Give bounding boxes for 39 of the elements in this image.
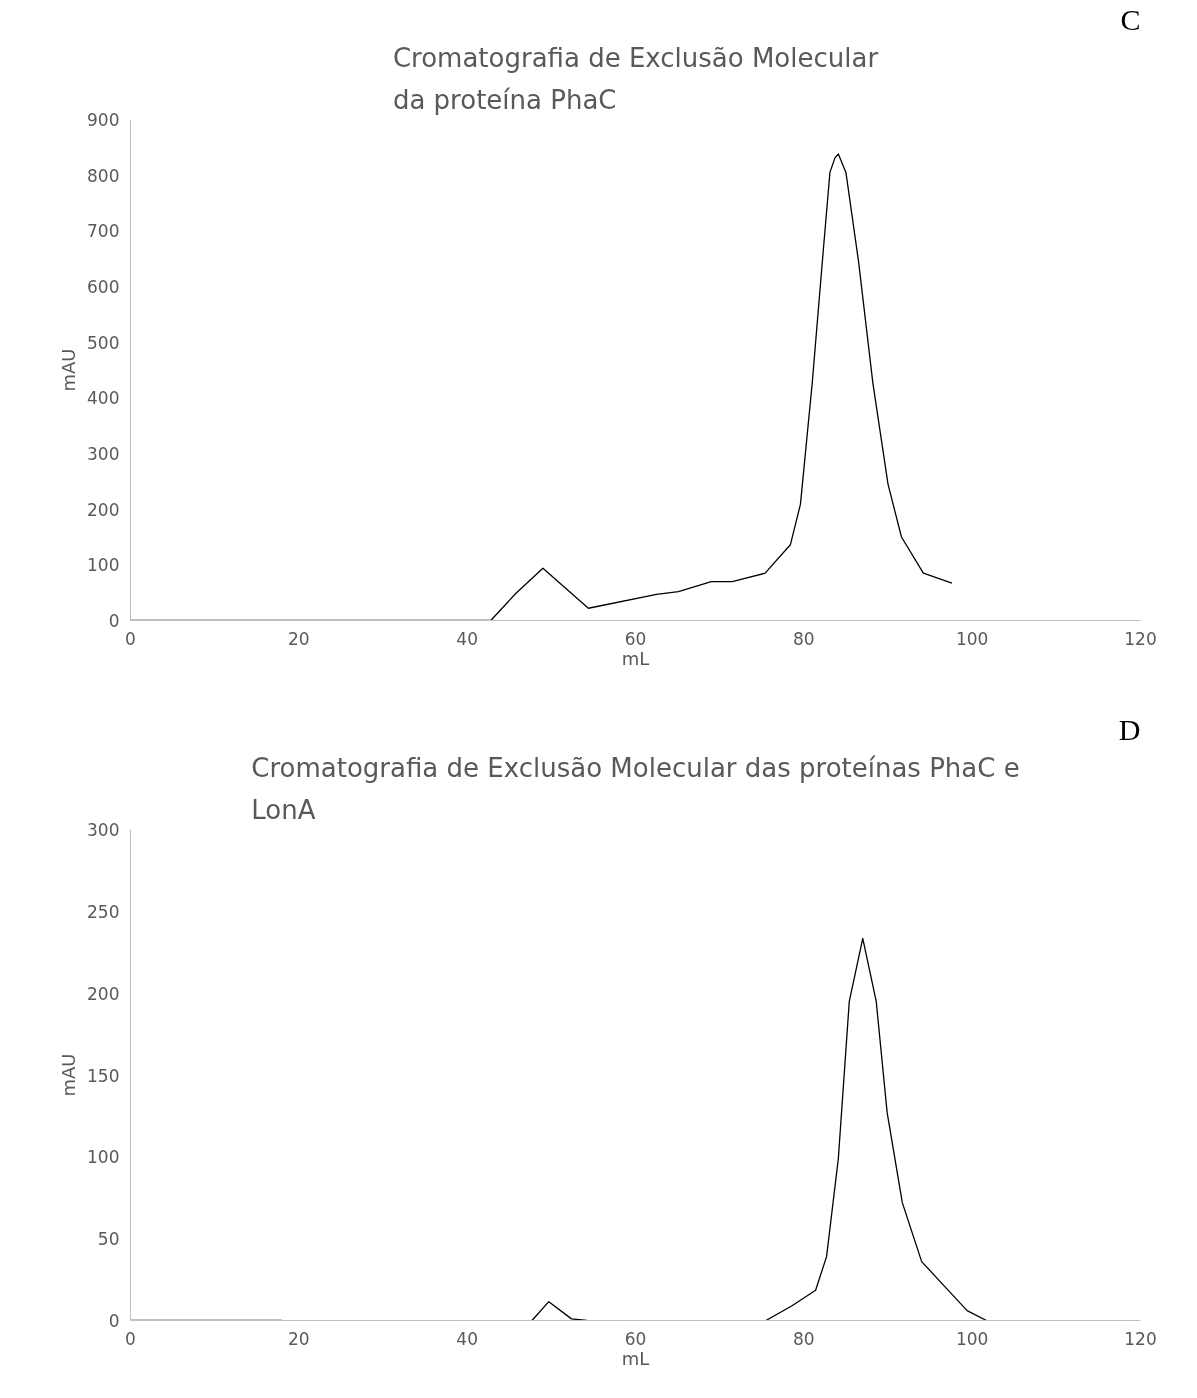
x-axis-title: mL	[621, 1347, 650, 1369]
y-tick-label: 200	[87, 983, 120, 1004]
x-tick-label: 60	[624, 1328, 647, 1349]
y-tick-label: 100	[87, 555, 120, 576]
y-tick-label: 50	[97, 1229, 120, 1250]
text: D	[1118, 712, 1141, 746]
y-axis-title: mAU	[58, 1053, 80, 1097]
y-tick-label: 900	[87, 110, 120, 130]
chart-title: Cromatografia de Exclusão Molecular da proteína PhaC	[392, 42, 879, 115]
x-tick-label: 40	[456, 628, 478, 649]
x-axis-title: mL	[621, 647, 650, 669]
x-tick-label: 20	[288, 1328, 310, 1349]
y-tick-label: 500	[87, 332, 120, 353]
x-tick-label: 0	[125, 1328, 136, 1349]
x-tick-label: 0	[125, 628, 136, 649]
x-tick-label: 60	[624, 628, 647, 649]
y-tick-label: 300	[87, 444, 120, 464]
y-tick-label: 400	[87, 388, 120, 409]
y-tick-label: 200	[87, 499, 120, 520]
y-tick-label: 250	[87, 901, 120, 922]
y-tick-label: 100	[87, 1147, 120, 1168]
x-tick-label: 100	[955, 1328, 989, 1349]
x-tick-label: 80	[793, 1328, 815, 1349]
y-tick-label: 0	[108, 611, 120, 631]
chart-title: Cromatografia de Exclusão Molecular das proteínas PhaC e LonA	[251, 752, 1020, 825]
y-tick-label: 800	[87, 165, 120, 186]
y-tick-label: 300	[87, 820, 120, 840]
y-tick-label: 150	[87, 1065, 120, 1086]
x-tick-label: 120	[1124, 1328, 1157, 1349]
x-tick-label: 20	[288, 628, 310, 649]
x-tick-label: 120	[1124, 628, 1157, 649]
y-tick-label: 0	[108, 1311, 120, 1331]
x-tick-label: 80	[793, 628, 815, 649]
y-axis-title: mAU	[58, 348, 80, 392]
text: C	[1120, 2, 1141, 36]
x-tick-label: 100	[955, 628, 989, 649]
x-tick-label: 40	[456, 1328, 478, 1349]
y-tick-label: 600	[87, 277, 120, 297]
y-tick-label: 700	[87, 221, 120, 242]
